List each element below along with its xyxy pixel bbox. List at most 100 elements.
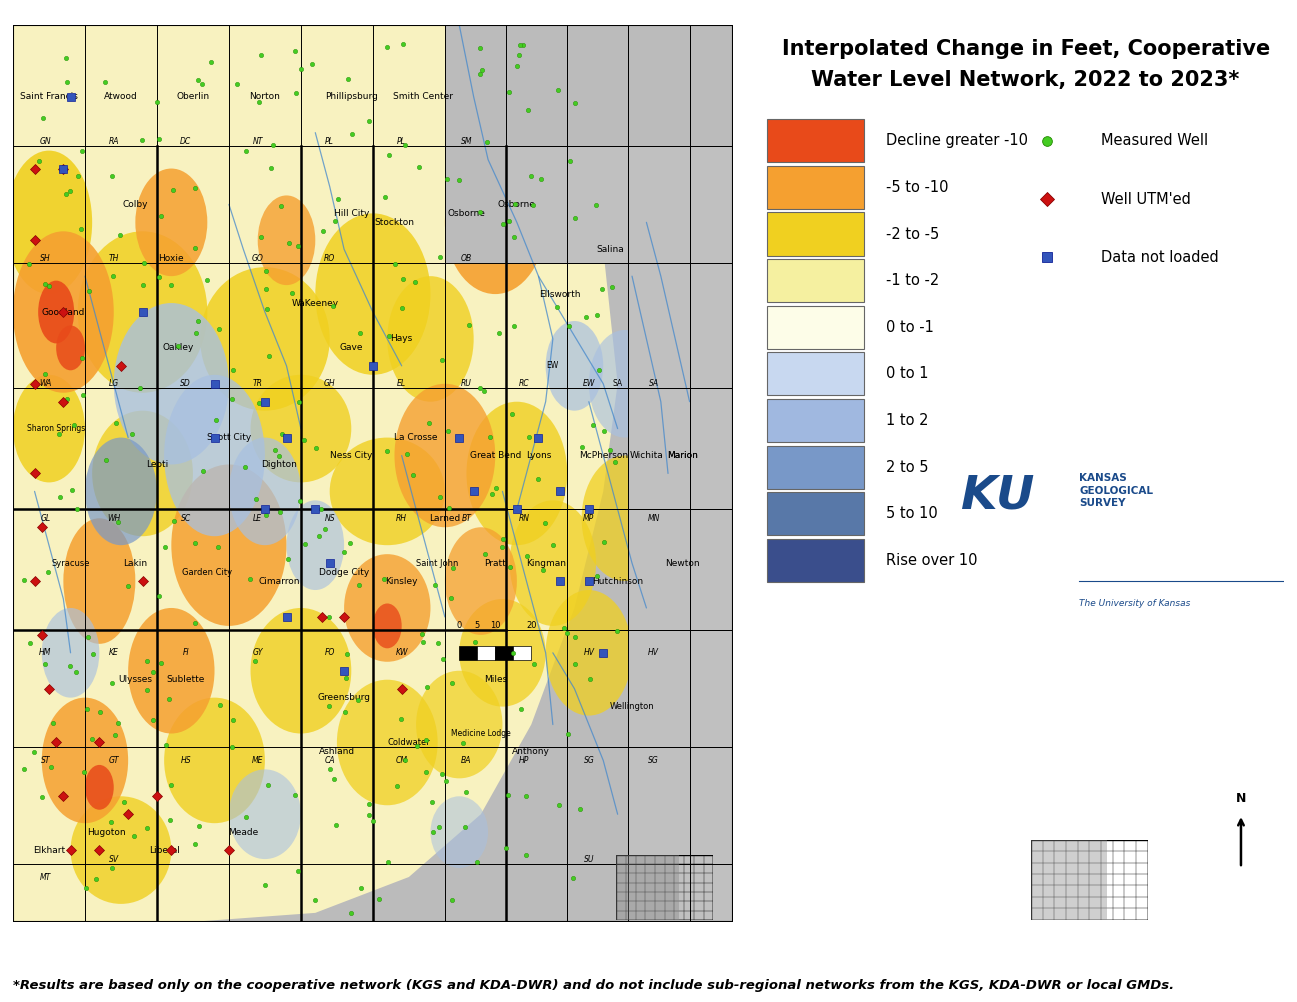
Point — [61, 482, 82, 498]
Point — [313, 222, 333, 238]
Point — [291, 61, 311, 77]
Text: TR: TR — [253, 380, 263, 388]
Ellipse shape — [394, 384, 495, 527]
Text: 1 to 2: 1 to 2 — [886, 413, 929, 428]
Point — [510, 700, 530, 716]
Point — [294, 536, 315, 552]
Point — [470, 66, 490, 82]
Point — [593, 534, 613, 550]
Point — [259, 348, 280, 364]
Text: Colby: Colby — [123, 200, 148, 208]
Point — [437, 423, 458, 439]
Point — [258, 778, 279, 794]
Point — [564, 94, 585, 110]
Point — [49, 489, 70, 505]
Point — [564, 656, 585, 672]
Point — [122, 426, 143, 442]
Point — [432, 651, 453, 667]
Point — [569, 802, 590, 818]
Text: Ashland: Ashland — [319, 746, 355, 756]
Point — [492, 539, 512, 555]
Text: Smith Center: Smith Center — [393, 92, 453, 101]
Point — [428, 819, 449, 835]
Text: 20: 20 — [527, 621, 537, 630]
Point — [257, 301, 278, 317]
Point — [520, 168, 541, 184]
Point — [56, 185, 77, 201]
Text: HP: HP — [519, 756, 529, 765]
Text: RH: RH — [396, 514, 407, 523]
Text: Great Bend: Great Bend — [470, 451, 521, 460]
Point — [105, 726, 126, 742]
Point — [368, 892, 389, 908]
Point — [392, 271, 412, 287]
Point — [256, 507, 276, 523]
Point — [40, 759, 61, 775]
Ellipse shape — [510, 500, 597, 626]
Text: Miles: Miles — [484, 675, 507, 684]
Point — [339, 71, 359, 87]
Point — [495, 840, 516, 856]
Text: Data not loaded: Data not loaded — [1101, 249, 1219, 265]
Point — [516, 548, 537, 564]
Ellipse shape — [431, 797, 488, 868]
Bar — [768, 399, 864, 442]
Point — [428, 635, 449, 651]
Point — [379, 146, 399, 162]
Point — [340, 535, 361, 551]
Bar — [768, 446, 864, 489]
Bar — [768, 119, 864, 162]
Text: CA: CA — [324, 756, 335, 765]
Point — [419, 416, 440, 432]
Text: SC: SC — [180, 514, 191, 523]
Point — [143, 711, 163, 727]
Text: Phillipsburg: Phillipsburg — [324, 92, 377, 101]
Text: RC: RC — [519, 380, 529, 388]
Point — [130, 381, 150, 397]
Ellipse shape — [388, 277, 473, 402]
Text: Lakin: Lakin — [123, 559, 148, 567]
Point — [208, 539, 228, 555]
Point — [319, 762, 340, 778]
Point — [288, 238, 309, 255]
Text: Sublette: Sublette — [166, 675, 205, 684]
Point — [576, 309, 597, 325]
Text: Salina: Salina — [597, 244, 624, 254]
Ellipse shape — [13, 375, 86, 482]
Point — [328, 190, 349, 206]
Text: PL: PL — [326, 137, 335, 146]
Point — [245, 652, 266, 668]
Text: MP: MP — [584, 514, 594, 523]
Text: Elkhart: Elkhart — [32, 846, 65, 855]
Ellipse shape — [13, 231, 114, 393]
Point — [503, 229, 524, 245]
Text: McPherson: McPherson — [578, 451, 628, 460]
Point — [516, 848, 537, 864]
Point — [572, 439, 593, 455]
Point — [554, 620, 575, 636]
Text: KANSAS
GEOLOGICAL
SURVEY: KANSAS GEOLOGICAL SURVEY — [1079, 474, 1153, 508]
Text: 0 to 1: 0 to 1 — [886, 367, 929, 382]
Point — [235, 459, 256, 475]
Point — [358, 807, 379, 823]
Text: WaKeeney: WaKeeney — [292, 299, 339, 308]
Point — [392, 300, 412, 316]
Point — [588, 308, 608, 324]
Ellipse shape — [416, 670, 502, 779]
Point — [256, 281, 276, 297]
Point — [311, 501, 332, 517]
Text: NT: NT — [253, 137, 263, 146]
Ellipse shape — [200, 268, 329, 411]
Point — [564, 210, 585, 226]
Point — [82, 731, 102, 747]
Point — [223, 711, 244, 727]
Point — [376, 443, 397, 459]
Point — [379, 328, 399, 344]
Bar — [768, 260, 864, 303]
Ellipse shape — [114, 303, 230, 465]
Point — [184, 179, 205, 195]
Point — [348, 577, 368, 593]
Text: 2 to 5: 2 to 5 — [886, 460, 929, 475]
Point — [501, 406, 521, 422]
Text: KU: KU — [961, 474, 1035, 518]
